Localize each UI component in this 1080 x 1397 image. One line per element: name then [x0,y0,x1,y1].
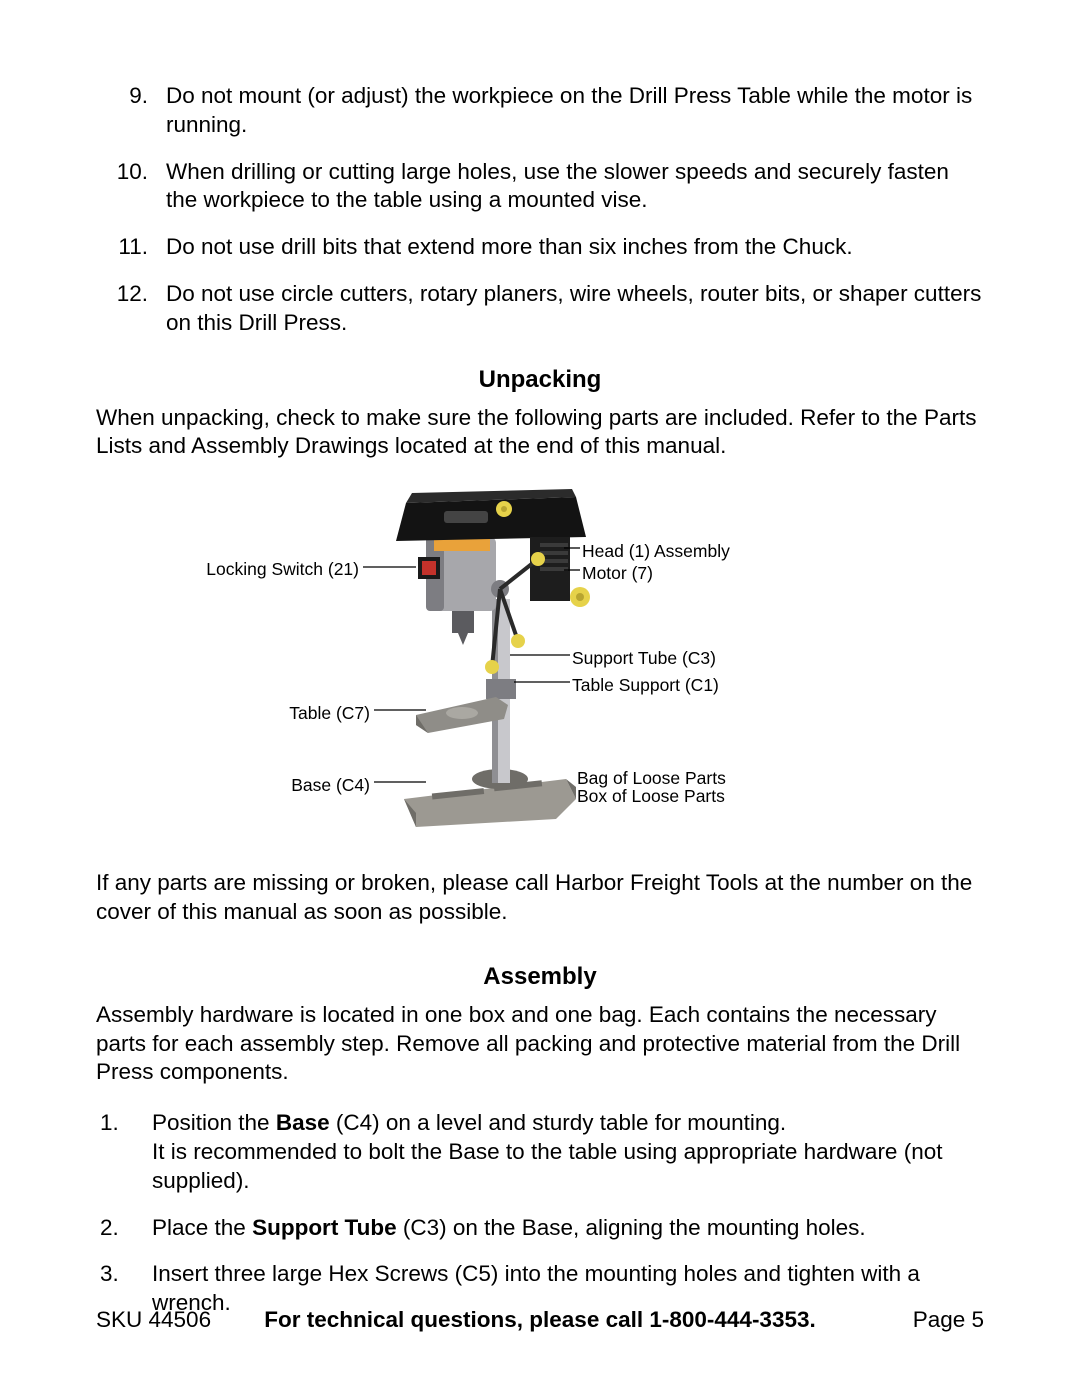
warning-num: 11. [96,233,166,262]
unpacking-outro: If any parts are missing or broken, plea… [96,869,984,927]
assembly-text: Position the Base (C4) on a level and st… [152,1109,984,1195]
warning-item: 9.Do not mount (or adjust) the workpiece… [96,82,984,140]
diagram-label: Box of Loose Parts [577,786,725,806]
diagram-label: Table (C7) [289,703,370,723]
warning-num: 12. [96,280,166,338]
footer-sku: SKU 44506 [96,1307,211,1333]
warning-text: Do not mount (or adjust) the workpiece o… [166,82,984,140]
diagram-label: Base (C4) [291,775,370,795]
assembly-num: 1. [96,1109,152,1195]
assembly-item: 2.Place the Support Tube (C3) on the Bas… [96,1214,984,1243]
diagram-label: Head (1) Assembly [582,541,730,561]
warning-item: 12.Do not use circle cutters, rotary pla… [96,280,984,338]
footer-center: For technical questions, please call 1-8… [96,1307,984,1333]
warning-num: 10. [96,158,166,216]
diagram-label: Support Tube (C3) [572,648,716,668]
warning-text: Do not use drill bits that extend more t… [166,233,984,262]
page-footer: SKU 44506 For technical questions, pleas… [96,1307,984,1333]
assembly-num: 2. [96,1214,152,1243]
warnings-list: 9.Do not mount (or adjust) the workpiece… [96,82,984,338]
warning-text: Do not use circle cutters, rotary planer… [166,280,984,338]
assembly-text: Place the Support Tube (C3) on the Base,… [152,1214,984,1243]
assembly-title: Assembly [96,963,984,991]
unpacking-title: Unpacking [96,366,984,394]
diagram-label: Table Support (C1) [572,675,719,695]
assembly-item: 1.Position the Base (C4) on a level and … [96,1109,984,1195]
warning-num: 9. [96,82,166,140]
warning-item: 11.Do not use drill bits that extend mor… [96,233,984,262]
parts-diagram: Locking Switch (21) Table (C7) Base (C4) He… [96,479,984,847]
footer-page: Page 5 [913,1307,984,1333]
diagram-label: Locking Switch (21) [206,559,359,579]
diagram-label: Motor (7) [582,563,653,583]
assembly-intro: Assembly hardware is located in one box … [96,1001,984,1087]
warning-text: When drilling or cutting large holes, us… [166,158,984,216]
unpacking-intro: When unpacking, check to make sure the f… [96,404,984,462]
warning-item: 10.When drilling or cutting large holes,… [96,158,984,216]
assembly-list: 1.Position the Base (C4) on a level and … [96,1109,984,1318]
